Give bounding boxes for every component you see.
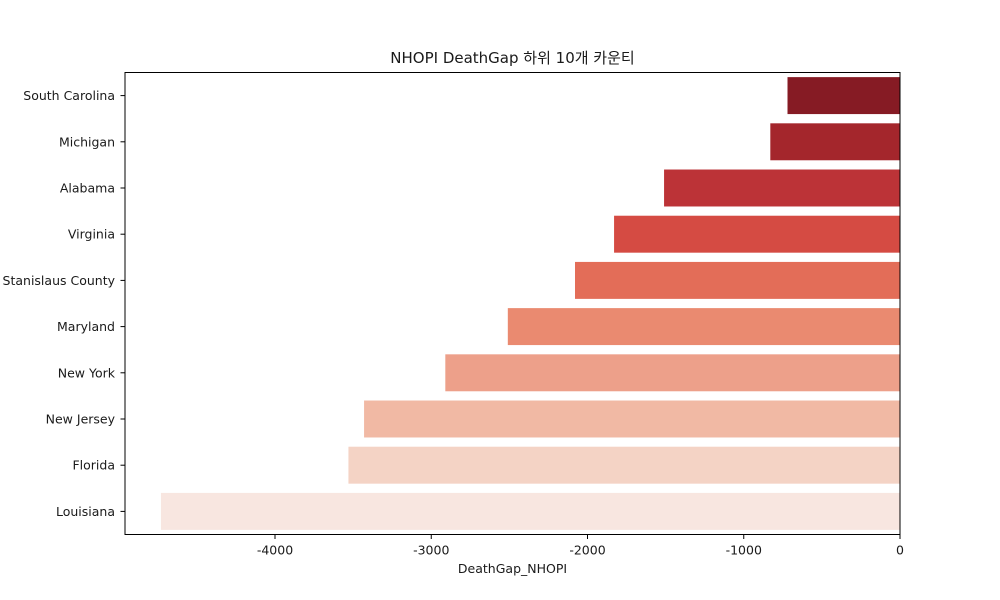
bar-louisiana — [160, 492, 900, 530]
x-axis-title: DeathGap_NHOPI — [458, 561, 567, 576]
bar-michigan — [770, 123, 900, 161]
bar-stanislaus-county — [575, 261, 900, 299]
bar-new-york — [445, 354, 900, 392]
bar-virginia — [614, 215, 900, 253]
y-tick-label: Michigan — [59, 134, 115, 149]
y-tick-label: Florida — [72, 458, 115, 473]
y-tick-label: Alabama — [60, 181, 115, 196]
bar-new-jersey — [364, 400, 900, 438]
y-tick-label: New Jersey — [46, 412, 116, 427]
y-tick-label: Virginia — [68, 227, 115, 242]
y-axis: South Carolina Michigan Alabama Virginia Sta… — [3, 88, 125, 519]
x-axis: -4000 -3000 -2000 -1000 0 — [257, 534, 904, 558]
x-tick-label: -2000 — [569, 543, 605, 558]
x-tick-label: -3000 — [413, 543, 449, 558]
x-tick-label: 0 — [896, 543, 904, 558]
y-tick-label: Maryland — [57, 319, 115, 334]
chart-title: NHOPI DeathGap 하위 10개 카운티 — [390, 49, 634, 67]
y-tick-label: South Carolina — [23, 88, 115, 103]
bar-alabama — [664, 169, 900, 207]
y-tick-label: Louisiana — [56, 504, 115, 519]
plot-frame — [124, 72, 901, 535]
x-tick-label: -4000 — [257, 543, 293, 558]
bar-maryland — [507, 308, 900, 346]
bars-group — [160, 77, 900, 530]
bar-south-carolina — [787, 77, 900, 115]
y-tick-label: New York — [58, 365, 116, 380]
y-tick-label: Stanislaus County — [3, 273, 116, 288]
bar-florida — [348, 446, 900, 484]
x-tick-label: -1000 — [726, 543, 762, 558]
